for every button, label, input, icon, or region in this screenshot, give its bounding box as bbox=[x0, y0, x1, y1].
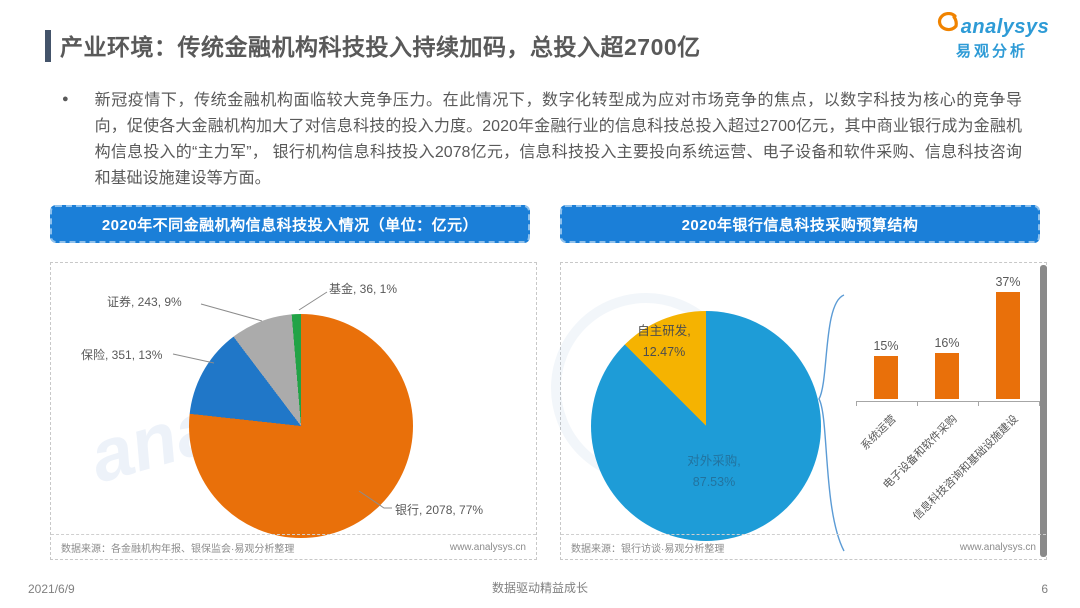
logo-swirl-icon bbox=[935, 11, 959, 39]
analysys-logo: analysys 易观分析 bbox=[932, 11, 1052, 61]
axis-tick bbox=[1039, 401, 1040, 406]
intro-text: 新冠疫情下，传统金融机构面临较大竞争压力。在此情况下，数字化转型成为应对市场竞争… bbox=[94, 92, 1022, 187]
left-website-link[interactable]: www.analysys.cn bbox=[449, 541, 526, 553]
bar-consulting-infra bbox=[996, 292, 1020, 399]
right-chart-banner: 2020年银行信息科技采购预算结构 bbox=[560, 205, 1040, 243]
left-chart-panel: analysys 证券, 243, 9% 基金, 36, 1% 保险, 351,… bbox=[50, 262, 537, 560]
bar-system-ops bbox=[874, 356, 898, 399]
bar-value-label: 16% bbox=[934, 336, 960, 350]
footer-date: 2021/6/9 bbox=[28, 582, 75, 596]
right-chart-panel: 自主研发, 12.47% 对外采购, 87.53% 15% 16% 37% 系统… bbox=[551, 262, 1047, 560]
bar-value-label: 37% bbox=[995, 275, 1021, 289]
page-title: 产业环境：传统金融机构科技投入持续加码，总投入超2700亿 bbox=[60, 34, 701, 60]
bar-value-label: 15% bbox=[873, 339, 899, 353]
left-source-text: 数据来源：各金融机构年报、银保监会·易观分析整理 bbox=[61, 543, 295, 555]
logo-brand-text: analysys bbox=[960, 16, 1050, 38]
axis-tick bbox=[856, 401, 857, 406]
footer-page-number: 6 bbox=[1041, 582, 1048, 596]
pie-label-external: 对外采购, 87.53% bbox=[687, 454, 741, 489]
bar-category-label: 信息科技咨询和基础设施建设 bbox=[911, 413, 1021, 523]
pie-chart-institutions bbox=[189, 314, 413, 538]
bar-category-label: 系统运营 bbox=[859, 413, 899, 453]
left-chart-title: 2020年不同金融机构信息科技投入情况（单位：亿元） bbox=[101, 216, 479, 234]
left-chart-banner: 2020年不同金融机构信息科技投入情况（单位：亿元） bbox=[50, 205, 530, 243]
right-chart-title: 2020年银行信息科技采购预算结构 bbox=[681, 216, 919, 234]
footer-slogan: 数据驱动精益成长 bbox=[491, 581, 588, 595]
pie-chart-procurement bbox=[591, 311, 821, 541]
pie-label-banks: 银行, 2078, 77% bbox=[395, 503, 484, 517]
pie-label-insurance: 保险, 351, 13% bbox=[81, 348, 163, 362]
pie-label-funds: 基金, 36, 1% bbox=[329, 282, 398, 296]
axis-tick bbox=[978, 401, 979, 406]
title-accent-bar bbox=[45, 30, 51, 62]
bar-x-axis bbox=[856, 401, 1041, 402]
left-source-row: 数据来源：各金融机构年报、银保监会·易观分析整理 www.analysys.cn bbox=[51, 534, 536, 559]
axis-tick bbox=[917, 401, 918, 406]
right-source-text: 数据来源：银行访谈·易观分析整理 bbox=[571, 543, 725, 555]
logo-brand-cn: 易观分析 bbox=[955, 43, 1028, 60]
pie-label-securities: 证券, 243, 9% bbox=[107, 295, 182, 309]
scrollbar[interactable] bbox=[1040, 265, 1047, 557]
right-source-row: 数据来源：银行访谈·易观分析整理 www.analysys.cn bbox=[561, 534, 1046, 559]
bullet-icon: ● bbox=[62, 93, 69, 105]
right-website-link[interactable]: www.analysys.cn bbox=[959, 541, 1036, 553]
bar-hardware-software bbox=[935, 353, 959, 399]
pie-label-inhouse: 自主研发, 12.47% bbox=[637, 324, 691, 359]
intro-block: ● 新冠疫情下，传统金融机构面临较大竞争压力。在此情况下，数字化转型成为应对市场… bbox=[62, 88, 1022, 192]
